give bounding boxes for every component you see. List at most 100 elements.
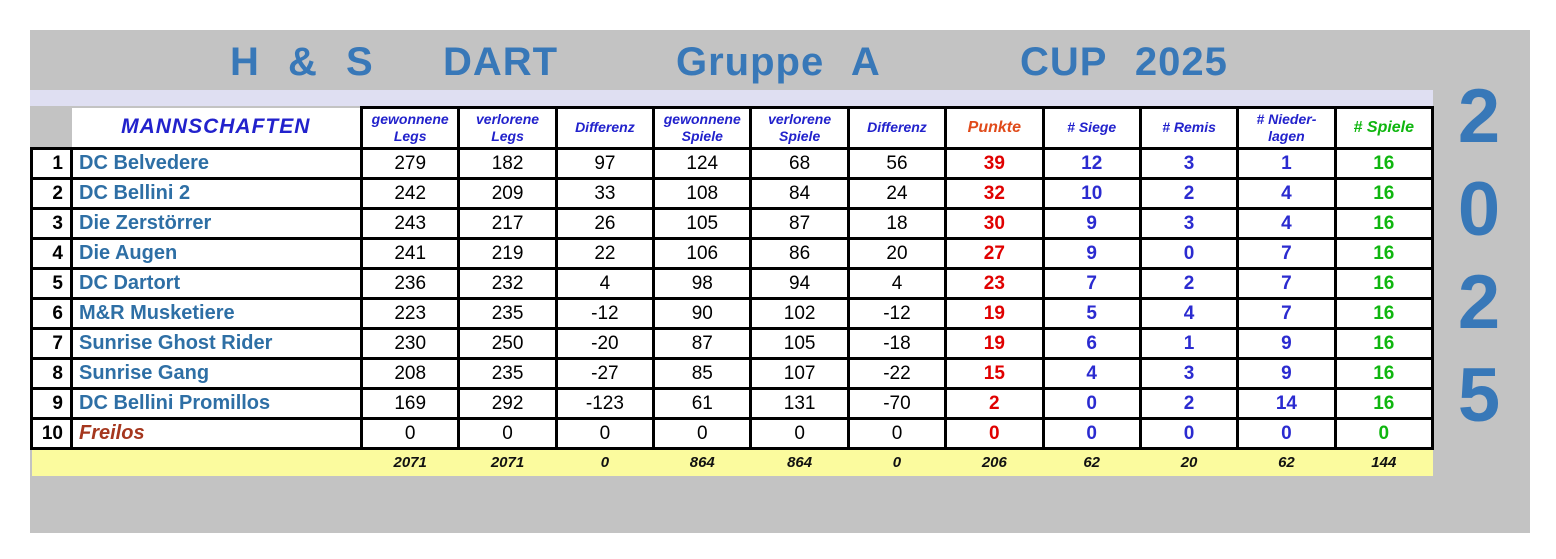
value-cell: 0 — [1041, 387, 1142, 420]
value-cell: -123 — [554, 387, 656, 420]
value-cell: 2 — [1138, 267, 1240, 300]
totals-cell: 62 — [1237, 448, 1336, 476]
value-cell: 16 — [1333, 387, 1435, 420]
value-cell: 208 — [359, 357, 461, 390]
value-cell: 102 — [749, 297, 850, 330]
column-header-niederlagen: # Nieder- lagen — [1236, 106, 1337, 150]
value-cell: 32 — [944, 177, 1045, 210]
year-digit: 5 — [1457, 353, 1501, 438]
value-cell: 16 — [1333, 177, 1435, 210]
table-row: 6 M&R Musketiere 223 235 -12 90 102 -12 19 5 4 7 16 — [30, 297, 1435, 330]
value-cell: 105 — [749, 327, 850, 360]
teams-column-header: MANNSCHAFTEN — [71, 107, 362, 149]
totals-cell: 62 — [1043, 448, 1141, 476]
value-cell: 235 — [457, 297, 558, 330]
value-cell: 9 — [1236, 357, 1337, 390]
page-title-cup-year: CUP 2025 — [1020, 40, 1228, 84]
value-cell: 68 — [749, 147, 850, 180]
value-cell: 6 — [1041, 327, 1142, 360]
table-row: 2 DC Bellini 2 242 209 33 108 84 24 32 10 2 4 16 — [30, 177, 1435, 210]
value-cell: 33 — [554, 177, 656, 210]
value-cell: 10 — [1041, 177, 1142, 210]
value-cell: 0 — [1041, 417, 1142, 450]
column-header-remis: # Remis — [1138, 106, 1240, 150]
value-cell: 0 — [652, 417, 753, 450]
value-cell: -20 — [554, 327, 656, 360]
value-cell: 235 — [457, 357, 558, 390]
value-cell: 85 — [652, 357, 753, 390]
rank-cell: 6 — [30, 297, 73, 330]
rank-cell: 1 — [30, 147, 73, 180]
value-cell: 241 — [359, 237, 461, 270]
value-cell: 16 — [1333, 237, 1435, 270]
header-accent-strip — [30, 90, 1433, 106]
value-cell: 4 — [1138, 297, 1240, 330]
value-cell: 16 — [1333, 297, 1435, 330]
totals-cell: 20 — [1140, 448, 1238, 476]
value-cell: 18 — [846, 207, 948, 240]
value-cell: 4 — [1236, 207, 1337, 240]
value-cell: 16 — [1333, 327, 1435, 360]
table-row: 5 DC Dartort 236 232 4 98 94 4 23 7 2 7 16 — [30, 267, 1435, 300]
value-cell: 3 — [1138, 147, 1240, 180]
totals-row: 2071 2071 0 864 864 0 206 62 20 62 144 — [31, 448, 1433, 476]
value-cell: 12 — [1041, 147, 1142, 180]
totals-cell: 864 — [653, 448, 751, 476]
column-header-differenz-legs: Differenz — [554, 106, 656, 150]
value-cell: 19 — [944, 327, 1045, 360]
value-cell: 16 — [1333, 357, 1435, 390]
totals-cell: 0 — [556, 448, 654, 476]
value-cell: 61 — [652, 387, 753, 420]
value-cell: 108 — [652, 177, 753, 210]
value-cell: 0 — [749, 417, 850, 450]
rank-cell: 5 — [30, 267, 73, 300]
value-cell: 250 — [457, 327, 558, 360]
column-header-verlorene-spiele: verlorene Spiele — [749, 106, 850, 150]
team-cell: DC Belvedere — [70, 147, 363, 180]
column-header-verlorene-legs: verlorene Legs — [457, 106, 558, 150]
table-row: 3 Die Zerstörrer 243 217 26 105 87 18 30 9 3 4 16 — [30, 207, 1435, 240]
value-cell: 223 — [359, 297, 461, 330]
value-cell: 23 — [944, 267, 1045, 300]
value-cell: -12 — [846, 297, 948, 330]
value-cell: 2 — [1138, 387, 1240, 420]
value-cell: 4 — [554, 267, 656, 300]
rank-cell: 9 — [30, 387, 73, 420]
value-cell: 169 — [359, 387, 461, 420]
value-cell: 0 — [1138, 417, 1240, 450]
value-cell: 107 — [749, 357, 850, 390]
value-cell: 243 — [359, 207, 461, 240]
vertical-year: 2 0 2 5 — [1440, 70, 1518, 442]
value-cell: 97 — [554, 147, 656, 180]
value-cell: 242 — [359, 177, 461, 210]
totals-cell: 144 — [1335, 448, 1433, 476]
team-cell: DC Bellini Promillos — [70, 387, 363, 420]
year-digit: 0 — [1457, 167, 1501, 252]
value-cell: 0 — [1333, 417, 1435, 450]
value-cell: 3 — [1138, 207, 1240, 240]
value-cell: 24 — [846, 177, 948, 210]
value-cell: 16 — [1333, 267, 1435, 300]
value-cell: 279 — [359, 147, 461, 180]
value-cell: -70 — [846, 387, 948, 420]
column-header-spiele: # Spiele — [1333, 106, 1435, 150]
value-cell: 2 — [944, 387, 1045, 420]
table-row: 7 Sunrise Ghost Rider 230 250 -20 87 105 -18 19 6… — [30, 327, 1435, 360]
rank-column-header — [31, 107, 72, 149]
column-header-differenz-spiele: Differenz — [846, 106, 948, 150]
value-cell: 5 — [1041, 297, 1142, 330]
table-body: 1 DC Belvedere 279 182 97 124 68 56 39 12 3 1 16 2 DC … — [30, 147, 1435, 450]
team-cell: Die Augen — [70, 237, 363, 270]
page-title-sport: DART — [443, 40, 559, 84]
value-cell: 90 — [652, 297, 753, 330]
value-cell: 1 — [1138, 327, 1240, 360]
value-cell: 292 — [457, 387, 558, 420]
value-cell: 3 — [1138, 357, 1240, 390]
table-row: 4 Die Augen 241 219 22 106 86 20 27 9 0 7 16 — [30, 237, 1435, 270]
column-header-siege: # Siege — [1041, 106, 1142, 150]
totals-team-cell — [71, 448, 362, 476]
value-cell: 0 — [1236, 417, 1337, 450]
table-header-row: MANNSCHAFTEN gewonnene Legs verlorene Le… — [31, 106, 1435, 150]
value-cell: 0 — [554, 417, 656, 450]
value-cell: 19 — [944, 297, 1045, 330]
